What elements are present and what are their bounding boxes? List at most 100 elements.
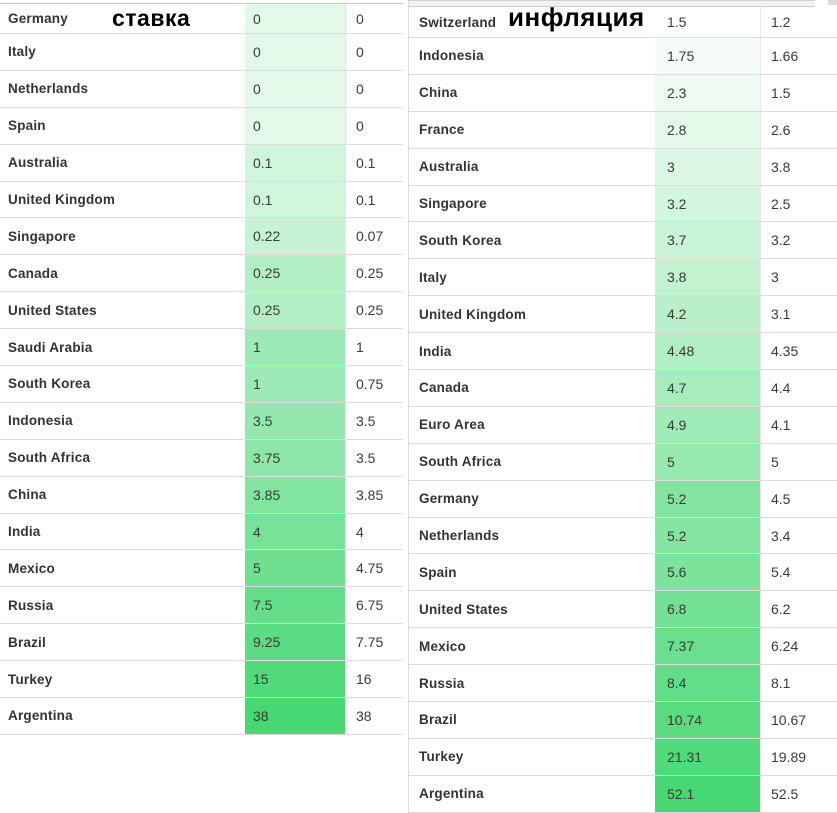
country-cell[interactable]: France bbox=[419, 122, 465, 138]
value-primary-cell: 4.2 bbox=[655, 296, 760, 333]
value-secondary-cell: 19.89 bbox=[760, 738, 837, 775]
value-secondary-cell: 5 bbox=[760, 443, 837, 480]
value-primary-cell: 4 bbox=[245, 513, 345, 550]
country-cell[interactable]: Singapore bbox=[419, 196, 487, 211]
country-cell[interactable]: United Kingdom bbox=[8, 192, 116, 207]
table-row: Germany 0 0 bbox=[0, 4, 403, 34]
value-primary-cell: 5 bbox=[245, 550, 345, 587]
country-cell[interactable]: China bbox=[8, 487, 47, 503]
country-cell[interactable]: China bbox=[419, 85, 458, 101]
value-secondary-cell: 0 bbox=[345, 107, 403, 144]
value-secondary-cell: 4.1 bbox=[760, 406, 837, 443]
value-secondary-cell: 0 bbox=[345, 34, 403, 70]
value-primary-cell: 0.1 bbox=[245, 144, 345, 181]
value-secondary-cell: 4.4 bbox=[760, 370, 837, 406]
value-primary-cell: 0 bbox=[245, 4, 345, 33]
table-row: Brazil 10.74 10.67 bbox=[409, 702, 837, 739]
value-secondary-cell: 0.25 bbox=[345, 255, 403, 292]
country-cell[interactable]: South Korea bbox=[419, 232, 502, 248]
table-row: Switzerland 1.5 1.2 bbox=[409, 7, 837, 38]
country-cell[interactable]: Mexico bbox=[419, 638, 466, 654]
value-secondary-cell: 16 bbox=[345, 661, 403, 698]
country-cell[interactable]: Turkey bbox=[419, 749, 464, 765]
value-secondary-cell: 6.75 bbox=[345, 587, 403, 624]
table-row: India 4.48 4.35 bbox=[409, 333, 837, 371]
country-cell[interactable]: Brazil bbox=[8, 634, 46, 650]
country-cell[interactable]: Germany bbox=[419, 491, 479, 507]
scrollbar-remnant[interactable] bbox=[828, 0, 837, 5]
country-cell[interactable]: Russia bbox=[8, 597, 54, 613]
value-secondary-cell: 3.1 bbox=[760, 296, 837, 333]
table-row: United Kingdom 0.1 0.1 bbox=[0, 181, 403, 219]
value-secondary-cell: 7.75 bbox=[345, 624, 403, 661]
value-primary-cell: 3.5 bbox=[245, 402, 345, 439]
country-cell[interactable]: South Africa bbox=[8, 450, 91, 466]
table-row: South Korea 1 0.75 bbox=[0, 366, 403, 403]
value-primary-cell: 0 bbox=[245, 107, 345, 144]
table-row: Netherlands 0 0 bbox=[0, 70, 403, 108]
country-cell[interactable]: Canada bbox=[419, 380, 469, 396]
country-cell[interactable]: Germany bbox=[8, 11, 68, 26]
country-cell[interactable]: Italy bbox=[8, 44, 37, 60]
value-secondary-cell: 6.2 bbox=[760, 591, 837, 628]
interest-rate-table: Germany 0 0 Italy 0 0 Netherlands 0 0 Spain 0 0 Aust… bbox=[0, 3, 403, 735]
table-row: Argentina 38 38 bbox=[0, 698, 403, 735]
value-primary-cell: 52.1 bbox=[655, 775, 760, 812]
country-cell[interactable]: Canada bbox=[8, 265, 58, 281]
value-primary-cell: 10.74 bbox=[655, 702, 760, 738]
country-cell[interactable]: Turkey bbox=[8, 671, 53, 687]
value-secondary-cell: 4 bbox=[345, 513, 403, 550]
country-cell[interactable]: South Korea bbox=[8, 376, 91, 392]
table-row: United Kingdom 4.2 3.1 bbox=[409, 296, 837, 334]
country-cell[interactable]: Euro Area bbox=[419, 417, 485, 433]
country-cell[interactable]: Spain bbox=[8, 118, 46, 134]
table-row: South Korea 3.7 3.2 bbox=[409, 222, 837, 260]
country-cell[interactable]: Mexico bbox=[8, 560, 55, 576]
value-primary-cell: 1 bbox=[245, 329, 345, 366]
value-primary-cell: 2.8 bbox=[655, 111, 760, 148]
country-cell[interactable]: Australia bbox=[419, 159, 479, 175]
table-row: Singapore 0.22 0.07 bbox=[0, 218, 403, 256]
value-secondary-cell: 3.85 bbox=[345, 476, 403, 513]
value-secondary-cell: 3.8 bbox=[760, 148, 837, 185]
country-cell[interactable]: Spain bbox=[419, 564, 457, 580]
country-cell[interactable]: Netherlands bbox=[419, 528, 500, 544]
value-primary-cell: 15 bbox=[245, 661, 345, 698]
table-row: Australia 0.1 0.1 bbox=[0, 144, 403, 182]
value-primary-cell: 8.4 bbox=[655, 665, 760, 702]
country-cell[interactable]: United Kingdom bbox=[419, 306, 527, 322]
value-primary-cell: 3 bbox=[655, 148, 760, 185]
value-secondary-cell: 6.24 bbox=[760, 628, 837, 665]
value-secondary-cell: 0.1 bbox=[345, 181, 403, 218]
country-cell[interactable]: Singapore bbox=[8, 228, 76, 244]
country-cell[interactable]: Italy bbox=[419, 269, 448, 285]
country-cell[interactable]: Australia bbox=[8, 155, 68, 171]
country-cell[interactable]: United States bbox=[8, 302, 97, 318]
table-row: China 3.85 3.85 bbox=[0, 476, 403, 514]
table-row: Turkey 21.31 19.89 bbox=[409, 738, 837, 776]
table-row: Russia 8.4 8.1 bbox=[409, 665, 837, 703]
table-row: Italy 0 0 bbox=[0, 34, 403, 71]
country-cell[interactable]: Argentina bbox=[8, 708, 73, 724]
inflation-table: Switzerland 1.5 1.2 Indonesia 1.75 1.66 China 2… bbox=[408, 0, 837, 813]
table-row: Euro Area 4.9 4.1 bbox=[409, 406, 837, 444]
country-cell[interactable]: Saudi Arabia bbox=[8, 339, 93, 355]
value-primary-cell: 0.25 bbox=[245, 292, 345, 329]
country-cell[interactable]: India bbox=[8, 524, 41, 540]
country-cell[interactable]: Russia bbox=[419, 675, 465, 691]
table-row: Brazil 9.25 7.75 bbox=[0, 624, 403, 662]
country-cell[interactable]: South Africa bbox=[419, 454, 502, 470]
country-cell[interactable]: Indonesia bbox=[8, 413, 73, 429]
country-cell[interactable]: India bbox=[419, 343, 452, 359]
country-cell[interactable]: Indonesia bbox=[419, 48, 484, 64]
value-primary-cell: 21.31 bbox=[655, 738, 760, 775]
table-row: Saudi Arabia 1 1 bbox=[0, 329, 403, 367]
country-cell[interactable]: Argentina bbox=[419, 786, 484, 802]
country-cell[interactable]: United States bbox=[419, 601, 508, 617]
country-cell[interactable]: Switzerland bbox=[419, 14, 497, 30]
country-cell[interactable]: Brazil bbox=[419, 712, 457, 728]
value-secondary-cell: 38 bbox=[345, 698, 403, 734]
value-secondary-cell: 1 bbox=[345, 329, 403, 366]
country-cell[interactable]: Netherlands bbox=[8, 81, 89, 97]
